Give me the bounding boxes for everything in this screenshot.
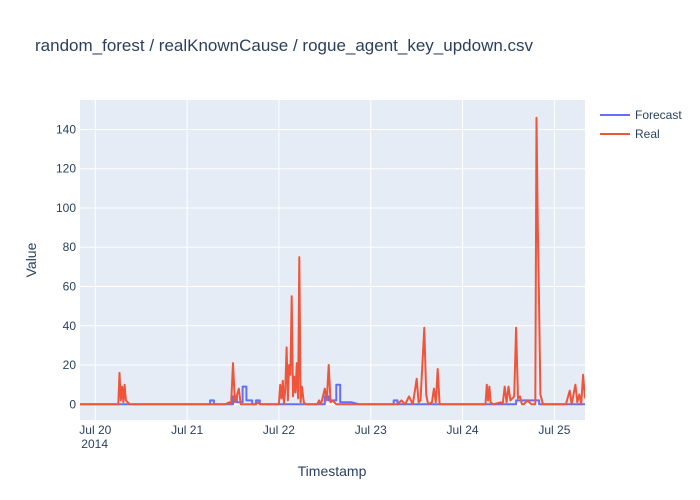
x-tick-year-label: 2014 [81,437,108,451]
chart-title: random_forest / realKnownCause / rogue_a… [35,36,534,55]
plot-area [80,100,585,420]
x-tick-label: Jul 24 [447,423,479,437]
series-layer [80,116,585,406]
y-tick-label: 100 [56,201,76,215]
y-tick-label: 60 [63,280,77,294]
y-tick-label: 0 [69,397,76,411]
x-tick-label: Jul 21 [171,423,203,437]
y-tick-label: 20 [63,358,77,372]
x-tick-label: Jul 20 [79,423,111,437]
y-tick-label: 40 [63,319,77,333]
y-axis: 0 20 40 60 80 100 120 140 [56,122,76,411]
x-tick-label: Jul 25 [538,423,570,437]
x-axis-title: Timestamp [298,463,367,479]
x-tick-label: Jul 22 [263,423,295,437]
grid [80,100,585,420]
x-tick-label: Jul 23 [355,423,387,437]
legend-item-real[interactable]: Real [600,127,660,141]
legend-label: Forecast [635,108,682,122]
y-tick-label: 120 [56,162,76,176]
y-tick-label: 140 [56,122,76,136]
y-axis-title: Value [23,242,39,277]
series-line-real [80,116,585,406]
legend-label: Real [635,127,660,141]
y-tick-label: 80 [63,240,77,254]
legend[interactable]: Forecast Real [600,108,682,141]
legend-item-forecast[interactable]: Forecast [600,108,682,122]
